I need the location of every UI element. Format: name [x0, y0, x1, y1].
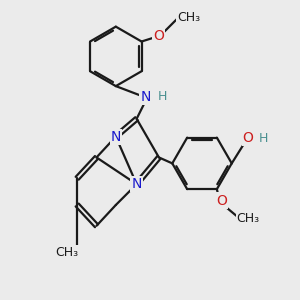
- Text: O: O: [154, 28, 164, 43]
- Text: CH₃: CH₃: [177, 11, 200, 24]
- Text: CH₃: CH₃: [236, 212, 260, 225]
- Text: O: O: [216, 194, 227, 208]
- Text: N: N: [140, 89, 151, 103]
- Text: N: N: [131, 177, 142, 191]
- Text: O: O: [243, 131, 254, 145]
- Text: N: N: [111, 130, 121, 144]
- Text: H: H: [158, 90, 167, 103]
- Text: CH₃: CH₃: [55, 246, 78, 259]
- Text: H: H: [258, 132, 268, 145]
